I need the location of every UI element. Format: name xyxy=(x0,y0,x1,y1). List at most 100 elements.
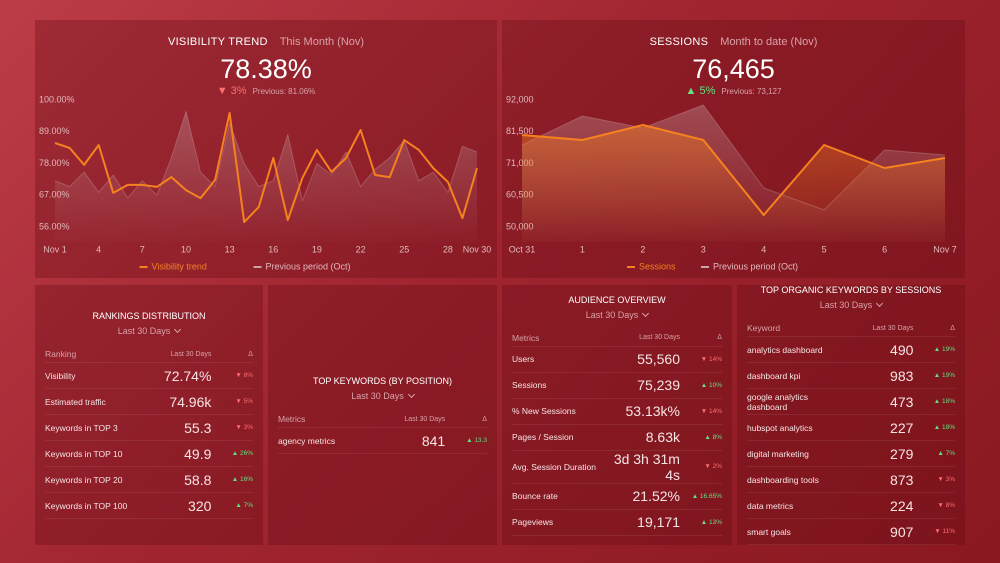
series-area xyxy=(55,111,477,242)
x-tick-label: 13 xyxy=(225,244,235,254)
line-chart: 56.00% 67.00% 78.00% 89.00% 100.00% Nov 1 4 7 10… xyxy=(39,94,491,271)
column-header: Δ xyxy=(248,350,253,358)
row-label: % New Sessions xyxy=(512,406,576,416)
x-tick-label: 19 xyxy=(312,244,322,254)
row-delta: ▲ 8% xyxy=(704,433,722,441)
period-label: Last 30 Days xyxy=(819,300,873,310)
row-delta: ▼ 8% xyxy=(235,372,253,379)
table-row: Pages / Session 8.63k ▲ 8% xyxy=(512,425,722,451)
row-value: 53.13k% xyxy=(625,403,680,419)
table-title: AUDIENCE OVERVIEW xyxy=(568,294,666,305)
column-header: Δ xyxy=(950,324,955,332)
row-label: Keywords in TOP 20 xyxy=(45,474,123,485)
row-delta: ▼ 14% xyxy=(700,407,722,415)
row-value: 75,239 xyxy=(637,377,680,393)
row-value: 55,560 xyxy=(637,351,680,367)
column-header: Last 30 Days xyxy=(639,334,680,341)
row-label: Users xyxy=(512,354,535,364)
row-label: Keywords in TOP 100 xyxy=(45,500,128,511)
column-header: Last 30 Days xyxy=(872,324,914,332)
table-header: Metrics Last 30 Days Δ xyxy=(278,411,487,428)
table-row: Avg. Session Duration 3d 3h 31m 4s ▼ 2% xyxy=(512,451,722,484)
y-tick-label: 67.00% xyxy=(39,190,70,200)
chart-panel: SESSIONS Month to date (Nov) 76,465 ▲ 5% Pre… xyxy=(502,20,965,278)
row-value: 224 xyxy=(890,497,914,514)
row-value: 227 xyxy=(890,419,914,436)
legend-label: Visibility trend xyxy=(152,261,207,271)
table-header: Keyword Last 30 Days Δ xyxy=(747,320,955,337)
row-label: Sessions xyxy=(512,380,547,390)
y-tick-label: 92,000 xyxy=(506,94,534,104)
line-chart: 50,000 60,500 71,000 81,500 92,000 Oct 31 1 2 3 4… xyxy=(506,94,957,271)
chevron-icon xyxy=(642,309,650,317)
row-label: Avg. Session Duration xyxy=(512,461,596,472)
table-row: Keywords in TOP 3 55.3 ▼ 3% xyxy=(45,415,253,441)
row-label: Estimated traffic xyxy=(45,396,106,407)
row-value: 3d 3h 31m 4s xyxy=(613,450,680,483)
chart-header: VISIBILITY TREND This Month (Nov) 78.38% ▼ … xyxy=(35,32,497,97)
y-tick-label: 60,500 xyxy=(506,190,534,200)
column-header: Metrics xyxy=(278,414,306,424)
x-tick-label: 22 xyxy=(356,244,366,254)
table-header: Ranking Last 30 Days Δ xyxy=(45,346,253,363)
table-header: Metrics Last 30 Days Δ xyxy=(512,330,722,347)
row-delta: ▲ 19% xyxy=(933,372,955,379)
column-header: Ranking xyxy=(45,349,77,359)
row-label: smart goals xyxy=(747,526,791,537)
x-tick-label: 7 xyxy=(140,244,145,254)
table-row: smart goals 907 ▼ 11% xyxy=(747,519,955,545)
table-title: TOP ORGANIC KEYWORDS BY SESSIONS xyxy=(760,285,942,295)
row-label: Visibility xyxy=(45,370,76,381)
table-subtitle: Last 30 Days xyxy=(278,390,487,401)
legend-label: Sessions xyxy=(639,261,676,271)
row-value: 841 xyxy=(421,432,446,449)
row-label: hubspot analytics xyxy=(747,422,813,433)
x-tick-label: 10 xyxy=(181,244,191,254)
table-row: google analytics dashboard 473 ▲ 18% xyxy=(747,389,955,415)
x-tick-label: 4 xyxy=(96,244,101,254)
table-row: dashboard kpi 983 ▲ 19% xyxy=(747,363,955,389)
table-row: agency metrics 841 ▲ 13.3 xyxy=(278,428,487,454)
kpi-value: 78.38% xyxy=(220,54,312,84)
table-panel: AUDIENCE OVERVIEW Last 30 Days Metrics Last… xyxy=(502,285,732,545)
title-line: VISIBILITY TREND This Month (Nov) xyxy=(35,32,497,50)
row-label: digital marketing xyxy=(747,448,809,459)
row-label: Pageviews xyxy=(512,517,554,527)
legend-label: Previous period (Oct) xyxy=(266,261,351,271)
table-row: Users 55,560 ▼ 14% xyxy=(512,347,722,373)
row-value: 74.96k xyxy=(169,393,212,410)
table-row: Bounce rate 21.52% ▲ 16.65% xyxy=(512,484,722,510)
series-line xyxy=(54,112,478,224)
row-value: 320 xyxy=(188,497,212,514)
table-row: digital marketing 279 ▲ 7% xyxy=(747,441,955,467)
x-tick-label: 6 xyxy=(882,244,887,254)
row-value: 873 xyxy=(890,471,914,488)
row-value: 907 xyxy=(890,523,914,540)
series-line xyxy=(521,124,946,216)
x-tick-label: 16 xyxy=(268,244,278,254)
row-label: Keywords in TOP 3 xyxy=(45,422,118,433)
x-tick-label: 5 xyxy=(822,244,827,254)
y-tick-label: 78.00% xyxy=(39,158,70,168)
row-delta: ▼ 14% xyxy=(700,355,722,363)
row-value: 55.3 xyxy=(184,419,212,436)
x-tick-label: Nov 1 xyxy=(43,244,67,254)
row-value: 8.63k xyxy=(645,429,680,445)
row-delta: ▼ 5% xyxy=(235,398,253,405)
table-row: Estimated traffic 74.96k ▼ 5% xyxy=(45,389,253,415)
y-tick-label: 50,000 xyxy=(506,221,534,231)
column-header: Last 30 Days xyxy=(404,415,446,423)
chart-title: SESSIONS xyxy=(649,36,709,48)
row-delta: ▼ 8% xyxy=(937,502,955,509)
chevron-icon xyxy=(174,325,182,334)
kpi-previous: Previous: 81.06% xyxy=(252,87,316,96)
x-tick-label: 3 xyxy=(701,244,706,254)
column-header: Metrics xyxy=(512,332,540,343)
row-delta: ▲ 10% xyxy=(700,381,722,389)
table-row: Keywords in TOP 20 58.8 ▲ 16% xyxy=(45,467,253,493)
kpi-previous: Previous: 73,127 xyxy=(721,87,782,96)
title-line: SESSIONS Month to date (Nov) xyxy=(502,32,965,50)
row-delta: ▲ 7% xyxy=(235,502,253,509)
table-subtitle: Last 30 Days xyxy=(512,309,722,320)
series-line xyxy=(521,104,946,211)
